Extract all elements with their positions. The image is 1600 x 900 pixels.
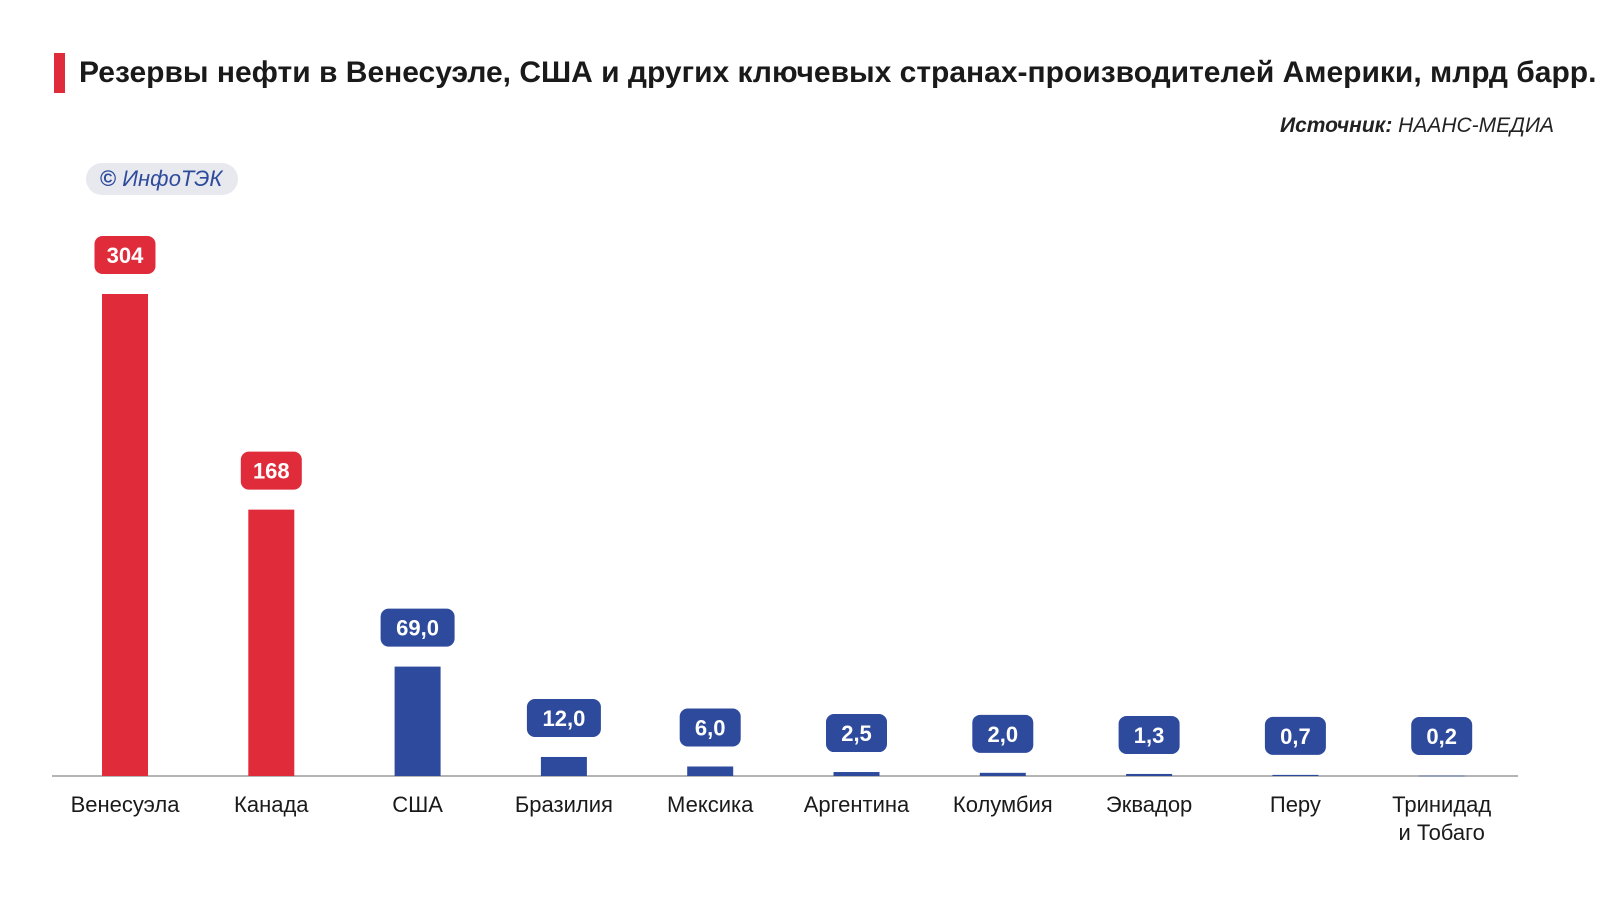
bar xyxy=(833,772,880,776)
data-label: 2,5 xyxy=(841,721,872,746)
category-label: Аргентина xyxy=(804,792,910,817)
source-value: НААНС-МЕДИА xyxy=(1398,114,1554,137)
data-label: 168 xyxy=(253,459,290,484)
data-label-box xyxy=(240,451,302,490)
data-label: 304 xyxy=(107,243,144,268)
copyright-icon: © xyxy=(100,166,117,191)
bar xyxy=(102,294,148,776)
watermark-text: ИнфоТЭК xyxy=(122,166,223,191)
category-label: Бразилия xyxy=(515,792,613,817)
data-label-box xyxy=(826,714,887,753)
category-label: Канада xyxy=(234,792,309,817)
data-label-box xyxy=(1264,716,1326,755)
data-label-box xyxy=(972,714,1034,753)
category-label: Тринидад и Тобаго xyxy=(1392,792,1491,845)
data-label: 1,3 xyxy=(1134,723,1165,748)
data-label-box xyxy=(1411,717,1473,755)
infotek-watermark: © ИнфоТЭК xyxy=(86,163,239,195)
category-label: Колумбия xyxy=(953,792,1053,817)
category-label: Перу xyxy=(1270,792,1321,817)
title-block: Резервы нефти в Венесуэле, США и других … xyxy=(54,52,1596,94)
data-label: 0,2 xyxy=(1426,724,1457,749)
bar xyxy=(1272,774,1319,776)
category-label: Эквадор xyxy=(1106,792,1192,817)
bar xyxy=(248,509,295,776)
bar xyxy=(394,666,441,776)
title-accent-bar xyxy=(54,53,65,93)
data-label: 6,0 xyxy=(695,715,726,740)
data-label-box xyxy=(526,698,601,737)
bar xyxy=(687,766,734,776)
category-label: США xyxy=(392,792,443,817)
data-label: 2,0 xyxy=(988,722,1019,747)
category-label: Мексика xyxy=(667,792,754,817)
source-label: Источник: xyxy=(1279,114,1393,137)
data-label-box xyxy=(679,708,741,747)
category-label: Венесуэла xyxy=(71,792,181,817)
bar xyxy=(1418,775,1465,777)
bar xyxy=(540,756,587,776)
data-label-box xyxy=(1118,715,1180,754)
bar xyxy=(1126,773,1173,776)
data-label-box xyxy=(94,236,156,274)
data-label-box xyxy=(380,608,455,647)
source-line: Источник: НААНС-МЕДИА xyxy=(1280,114,1554,138)
bar xyxy=(979,772,1026,776)
data-label: 69,0 xyxy=(396,616,439,641)
data-label: 0,7 xyxy=(1280,724,1311,749)
data-label: 12,0 xyxy=(542,706,585,731)
chart-title: Резервы нефти в Венесуэле, США и других … xyxy=(79,56,1597,89)
